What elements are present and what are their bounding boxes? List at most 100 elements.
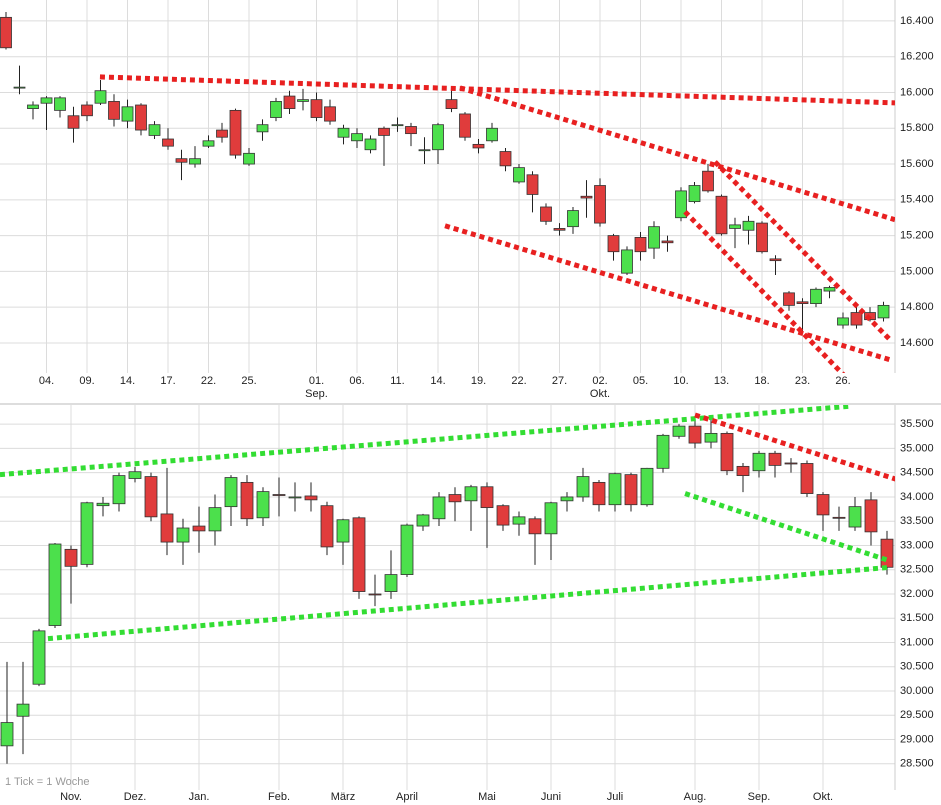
candle-body bbox=[256, 491, 270, 519]
candle-body bbox=[675, 190, 687, 219]
candle-body bbox=[784, 462, 798, 465]
x-tick-label: 26. bbox=[835, 375, 850, 387]
candle-body bbox=[128, 471, 142, 479]
x-tick-label: 23. bbox=[795, 375, 810, 387]
candle-body bbox=[283, 95, 296, 109]
candle-body bbox=[848, 506, 862, 528]
candle-body bbox=[324, 106, 336, 122]
x-tick-label: Dez. bbox=[124, 791, 147, 803]
candle-body bbox=[352, 517, 366, 592]
x-tick-label: 18. bbox=[754, 375, 769, 387]
candle-body bbox=[661, 240, 674, 244]
candle-body bbox=[464, 486, 478, 502]
candle-body bbox=[702, 170, 714, 192]
y-tick-label: 35.000 bbox=[900, 442, 934, 454]
x-tick-label: 19. bbox=[471, 375, 486, 387]
candle-body bbox=[688, 425, 702, 444]
candle-body bbox=[607, 235, 620, 253]
candle-body bbox=[384, 574, 398, 592]
candle-body bbox=[800, 463, 814, 494]
y-tick-label: 15.800 bbox=[900, 122, 934, 134]
candle-body bbox=[752, 452, 766, 472]
candle-body bbox=[837, 317, 849, 326]
y-tick-label: 14.800 bbox=[900, 301, 934, 313]
y-tick-label: 31.000 bbox=[900, 636, 934, 648]
x-tick-label: 25. bbox=[241, 375, 256, 387]
x-tick-label: April bbox=[396, 791, 418, 803]
y-tick-label: 16.000 bbox=[900, 86, 934, 98]
candle-body bbox=[162, 138, 174, 147]
candle-body bbox=[54, 97, 66, 111]
candle-body bbox=[648, 226, 660, 249]
candle-body bbox=[336, 519, 350, 543]
x-tick-label: 27. bbox=[552, 375, 567, 387]
candle-body bbox=[448, 494, 462, 503]
candle-body bbox=[121, 106, 134, 122]
x-tick-label: 04. bbox=[39, 375, 54, 387]
candles bbox=[0, 405, 895, 764]
candle-body bbox=[850, 312, 863, 326]
candle-body bbox=[720, 432, 734, 472]
y-tick-label: 15.000 bbox=[900, 265, 934, 277]
candle-body bbox=[400, 524, 414, 575]
x-tick-label: 05. bbox=[633, 375, 648, 387]
candle-body bbox=[512, 516, 526, 525]
candle-body bbox=[864, 499, 878, 533]
candle-body bbox=[144, 476, 158, 518]
candle-body bbox=[13, 86, 26, 89]
x-tick-label: März bbox=[331, 791, 355, 803]
candle-body bbox=[310, 99, 323, 118]
candle-body bbox=[175, 158, 188, 163]
candle-body bbox=[32, 630, 46, 685]
x-tick-label: Juli bbox=[607, 791, 624, 803]
candle-body bbox=[304, 495, 318, 501]
candle-body bbox=[256, 124, 269, 133]
candle-body bbox=[756, 222, 768, 253]
candle-body bbox=[189, 158, 201, 165]
candle-body bbox=[27, 104, 39, 109]
candle-body bbox=[810, 288, 822, 304]
candle-body bbox=[480, 486, 494, 509]
candle-body bbox=[432, 496, 446, 520]
trend-line bbox=[47, 564, 891, 642]
candle-body bbox=[48, 543, 62, 626]
x-tick-label: 11. bbox=[390, 375, 404, 387]
candle-body bbox=[0, 16, 12, 49]
y-tick-label: 30.500 bbox=[900, 661, 934, 673]
candle-body bbox=[656, 434, 670, 469]
x-tick-label: Jan. bbox=[189, 791, 210, 803]
candle-body bbox=[148, 124, 161, 136]
candle-body bbox=[391, 124, 404, 127]
candle-body bbox=[729, 224, 741, 229]
candle-body bbox=[351, 133, 363, 142]
candle-body bbox=[526, 174, 539, 195]
candle-body bbox=[715, 195, 728, 235]
x-tick-label: Juni bbox=[541, 791, 561, 803]
x-tick-label: Nov. bbox=[60, 791, 82, 803]
trend-line bbox=[713, 160, 892, 342]
candle-body bbox=[823, 287, 836, 292]
candle-body bbox=[634, 236, 647, 253]
x-tick-label: 01. bbox=[309, 375, 324, 387]
x-month-label: Sep. bbox=[305, 388, 328, 400]
candle-body bbox=[40, 97, 53, 104]
candle-body bbox=[135, 104, 147, 131]
y-tick-label: 33.500 bbox=[900, 515, 934, 527]
candle-body bbox=[445, 99, 458, 109]
y-tick-label: 31.500 bbox=[900, 612, 934, 624]
candle-body bbox=[472, 143, 485, 149]
candle-body bbox=[769, 258, 782, 262]
trend-line bbox=[99, 74, 895, 106]
x-tick-label: Sep. bbox=[748, 791, 771, 803]
candle-body bbox=[320, 505, 334, 548]
candle-body bbox=[459, 113, 471, 138]
candle-body bbox=[272, 494, 286, 496]
x-tick-label: Mai bbox=[478, 791, 496, 803]
candle-body bbox=[608, 473, 622, 506]
candle-body bbox=[621, 249, 633, 274]
candle-body bbox=[560, 496, 574, 502]
y-tick-label: 33.000 bbox=[900, 539, 934, 551]
candle-body bbox=[528, 518, 542, 535]
y-tick-label: 29.500 bbox=[900, 709, 934, 721]
